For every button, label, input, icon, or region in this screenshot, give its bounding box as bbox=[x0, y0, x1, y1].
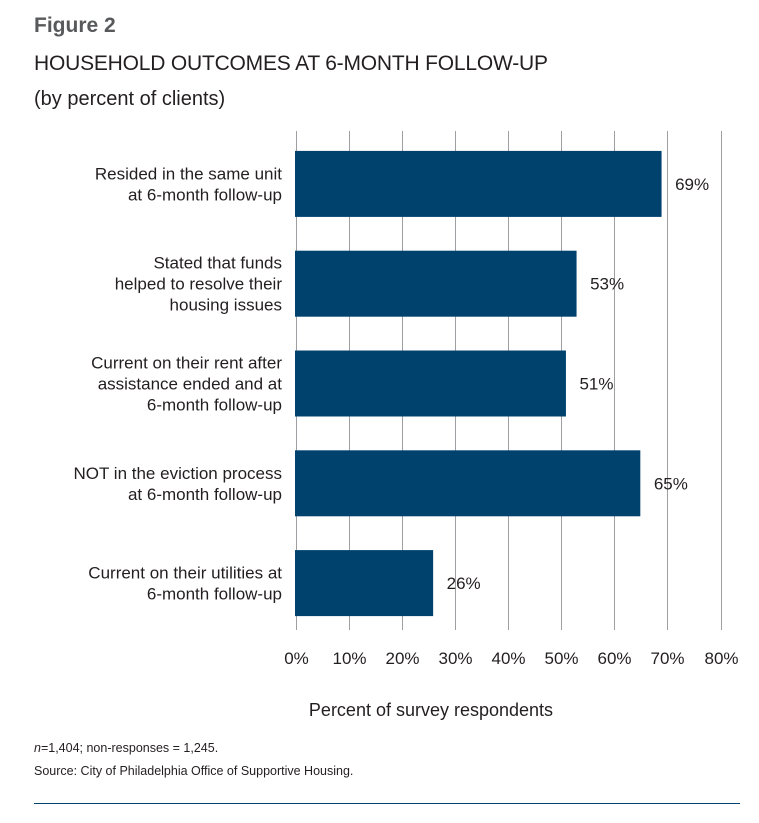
bar bbox=[295, 550, 434, 617]
x-axis-label: Percent of survey respondents bbox=[309, 700, 553, 720]
category-label: housing issues bbox=[170, 296, 282, 315]
category-label: Current on their rent after bbox=[91, 354, 282, 373]
x-tick-label: 20% bbox=[385, 649, 419, 668]
x-tick-label: 30% bbox=[438, 649, 472, 668]
data-label: 65% bbox=[654, 474, 688, 493]
figure-label: Figure 2 bbox=[34, 14, 116, 37]
data-label: 53% bbox=[590, 275, 624, 294]
footer-rule bbox=[34, 803, 740, 804]
x-tick-label: 60% bbox=[597, 649, 631, 668]
bar bbox=[295, 450, 641, 517]
x-tick-label: 80% bbox=[704, 649, 738, 668]
chart-subtitle: (by percent of clients) bbox=[34, 88, 226, 110]
data-label: 69% bbox=[675, 175, 709, 194]
chart-title: HOUSEHOLD OUTCOMES AT 6-MONTH FOLLOW-UP bbox=[34, 52, 548, 75]
category-label: Current on their utilities at bbox=[88, 564, 282, 583]
category-label: Stated that funds bbox=[153, 254, 282, 273]
n-symbol: n bbox=[34, 741, 41, 755]
x-tick-label: 70% bbox=[650, 649, 684, 668]
data-labels: 69% 53% 51% 65% 26% bbox=[447, 175, 709, 593]
category-label: helped to resolve their bbox=[115, 275, 283, 294]
source-note: Source: City of Philadelphia Office of S… bbox=[34, 764, 354, 778]
category-label: 6-month follow-up bbox=[147, 585, 282, 604]
category-labels: Resided in the same unit at 6-month follo… bbox=[74, 164, 283, 603]
category-label: at 6-month follow-up bbox=[128, 485, 282, 504]
bar bbox=[295, 150, 662, 217]
category-label: at 6-month follow-up bbox=[128, 185, 282, 204]
category-label: 6-month follow-up bbox=[147, 396, 282, 415]
bar bbox=[295, 250, 577, 317]
x-tick-label: 40% bbox=[491, 649, 525, 668]
category-label: NOT in the eviction process bbox=[74, 464, 283, 483]
x-tick-label: 50% bbox=[544, 649, 578, 668]
sample-size-text: =1,404; non-responses = 1,245. bbox=[40, 741, 219, 755]
bars bbox=[295, 150, 662, 617]
category-label: Resided in the same unit bbox=[95, 164, 282, 183]
x-tick-label: 10% bbox=[332, 649, 366, 668]
data-label: 26% bbox=[447, 574, 481, 593]
bar bbox=[295, 350, 566, 417]
category-label: assistance ended and at bbox=[98, 375, 283, 394]
x-tick-label: 0% bbox=[284, 649, 309, 668]
data-label: 51% bbox=[579, 375, 613, 394]
sample-size-note: n=1,404; non-responses = 1,245. bbox=[34, 741, 218, 755]
x-tick-labels: 0% 10% 20% 30% 40% 50% 60% 70% 80% bbox=[284, 649, 738, 668]
bar-chart: Resided in the same unit at 6-month follo… bbox=[74, 131, 739, 720]
